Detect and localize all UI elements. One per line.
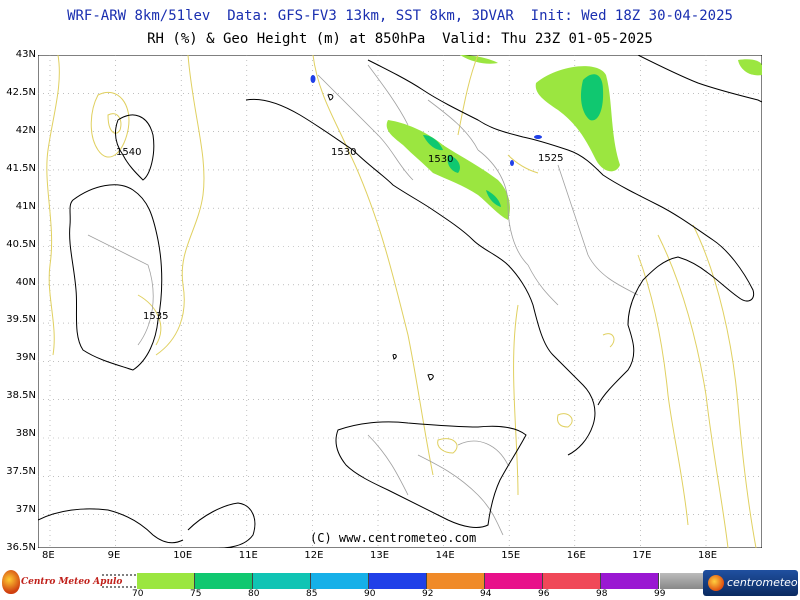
contour-label: 1530 [331, 147, 356, 158]
colorbar-cell [137, 573, 195, 589]
longitude-label: 15E [501, 550, 521, 561]
colorbar-cell [543, 573, 601, 589]
latitude-label: 43N [15, 49, 36, 60]
colorbar-cell [311, 573, 369, 589]
latitude-label: 41N [15, 200, 36, 212]
colorbar-label: 98 [596, 589, 608, 599]
latitude-label: 40N [15, 276, 36, 288]
latitude-label: 36.5N [6, 542, 36, 553]
latitude-label: 42.5N [6, 86, 36, 98]
latitude-label: 39N [15, 352, 36, 364]
contour-label: 1540 [116, 147, 141, 158]
latitude-label: 38.5N [6, 390, 36, 402]
latitude-label: 40.5N [6, 238, 36, 250]
latitude-label: 38N [15, 428, 36, 440]
colorbar-label: 99 [654, 589, 666, 599]
longitude-label: 8E [42, 550, 55, 561]
latitude-label: 37.5N [6, 466, 36, 478]
longitude-label: 13E [370, 550, 390, 561]
longitude-label: 18E [698, 550, 718, 561]
longitude-label: 12E [304, 550, 324, 561]
longitude-label: 10E [173, 550, 193, 561]
weather-map: 1540 1530 1530 1525 1535 [38, 55, 762, 548]
graticule [38, 55, 762, 548]
latitude-label: 37N [15, 504, 36, 516]
contour-label-group: 1540 1530 1530 1525 1535 [116, 147, 563, 322]
colorbar-cell [195, 573, 253, 589]
longitude-label: 11E [238, 550, 258, 561]
logo-right-text: centrometeo [727, 576, 798, 589]
latitude-label: 39.5N [6, 314, 36, 326]
longitude-label: 14E [435, 550, 455, 561]
colorbar-label: 85 [306, 589, 318, 599]
title-line-2: RH (%) & Geo Height (m) at 850hPa Valid:… [147, 31, 653, 47]
colorbar-label: 94 [480, 589, 492, 599]
colorbar-cell [485, 573, 543, 589]
centro-meteo-apulo-logo: Centro Meteo Apulo [2, 570, 137, 598]
colorbar-label: 80 [248, 589, 260, 599]
geo-height-contours [46, 55, 757, 548]
contour-label: 1535 [143, 311, 168, 322]
latitude-label: 41.5N [6, 162, 36, 174]
colorbar-right-cap [660, 573, 705, 589]
colorbar-cell [601, 573, 659, 589]
colorbar-cell [369, 573, 427, 589]
colorbar-cell [427, 573, 485, 589]
longitude-label: 9E [107, 550, 121, 561]
regional-borders [87, 64, 639, 536]
colorbar-cell [253, 573, 311, 589]
globe-icon [2, 570, 20, 594]
title-line-1: WRF-ARW 8km/51lev Data: GFS-FV3 13km, SS… [67, 8, 733, 24]
centrometeo-logo: centrometeo [703, 570, 798, 596]
colorbar-label: 75 [190, 589, 202, 599]
colorbar-label: 70 [132, 589, 144, 599]
colorbar [137, 573, 659, 589]
contour-label: 1530 [428, 154, 453, 165]
sun-icon [708, 575, 724, 591]
colorbar-label: 96 [538, 589, 550, 599]
humidity-areas [386, 55, 762, 220]
latitude-label: 42N [15, 124, 36, 136]
logo-left-text: Centro Meteo Apulo [21, 577, 123, 587]
colorbar-left-cap [102, 574, 137, 588]
colorbar-label: 92 [422, 589, 434, 599]
longitude-label: 16E [566, 550, 586, 561]
contour-label: 1525 [538, 153, 563, 164]
copyright-notice: (C) www.centrometeo.com [310, 531, 477, 545]
coastlines [38, 55, 762, 548]
colorbar-label: 90 [364, 589, 376, 599]
humidity-peaks [310, 75, 542, 166]
longitude-label: 17E [632, 550, 652, 561]
